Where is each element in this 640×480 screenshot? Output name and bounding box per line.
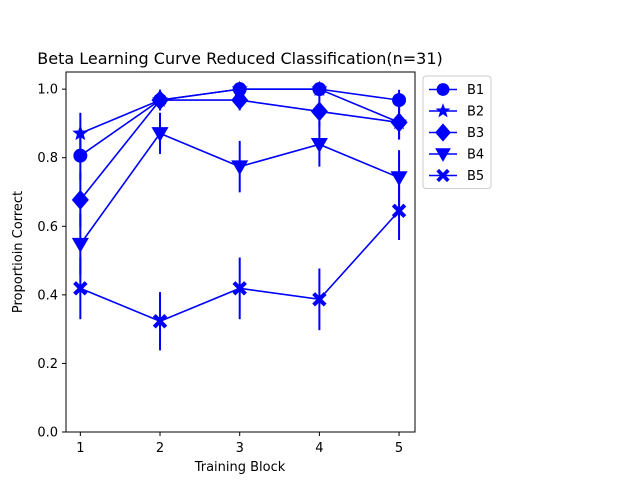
plot-frame [65,71,416,433]
data-point [71,237,89,253]
data-point [310,101,328,122]
data-point [73,148,88,163]
x-tick-label: 3 [236,441,244,456]
x-axis-label: Training Block [194,460,286,475]
x-tick-label: 2 [156,441,164,456]
x-tick-label: 4 [315,441,323,456]
series-b5 [73,181,407,351]
data-point [151,90,169,111]
legend-label: B3 [467,126,484,141]
y-axis-label: Proportioin Correct [11,191,26,313]
x-tick-label: 5 [395,441,403,456]
data-point [72,124,89,141]
x-tick-label: 1 [76,441,84,456]
data-point [151,127,169,142]
legend-label: B2 [467,105,484,120]
data-point [392,93,407,108]
series-b3 [71,89,408,228]
data-point [232,281,247,296]
legend-label: B4 [467,148,484,163]
legend-marker [435,123,451,142]
legend-marker [435,103,451,118]
legend-marker [435,148,451,162]
data-point [73,281,88,296]
legend-label: B5 [467,169,484,184]
data-point [311,80,328,97]
y-tick-label: 0.4 [37,288,58,303]
series-b4 [71,112,408,275]
data-point [71,189,89,210]
y-tick-label: 1.0 [37,83,58,98]
data-point [152,314,168,329]
data-point [391,203,407,219]
y-tick-label: 0.6 [37,220,58,235]
legend-marker [436,83,450,96]
y-tick-label: 0.8 [37,151,58,166]
chart-title: Beta Learning Curve Reduced Classificati… [37,49,443,68]
legend-marker [436,168,450,183]
legend: B1 B2 B3 B4 B5 [422,75,492,189]
data-point [390,112,408,133]
y-tick-label: 0.2 [37,357,58,372]
data-point [231,160,249,176]
data-point [390,171,408,187]
data-point [231,80,248,97]
data-point [312,292,327,307]
y-tick-label: 0.0 [37,426,58,441]
data-point [310,138,328,153]
data-point [231,90,249,111]
plot-area [71,80,408,351]
legend-label: B1 [467,83,484,98]
axes: 1 2 3 4 5 0.0 0.2 0.4 0.6 0.8 1.0 [37,83,403,456]
